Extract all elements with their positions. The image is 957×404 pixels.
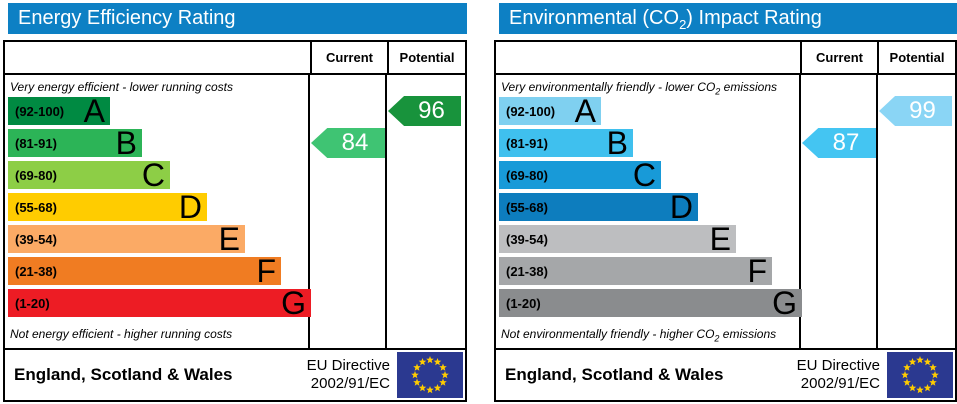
band-range: (69-80) (15, 167, 57, 183)
bands-column-header (5, 42, 310, 73)
band-letter: F (256, 253, 276, 289)
band-row-c: (69-80) C (499, 157, 661, 193)
top-note: Very energy efficient - lower running co… (10, 80, 233, 94)
eu-directive-label: EU Directive 2002/91/EC (796, 357, 880, 392)
band-range: (92-100) (506, 103, 556, 119)
band-letter: D (178, 189, 202, 225)
current-column-header: Current (310, 42, 387, 73)
potential-rating-arrow: 99 (879, 96, 952, 126)
band-range: (21-38) (506, 263, 548, 279)
band-range: (39-54) (15, 231, 57, 247)
energy-efficiency-panel: Energy Efficiency Rating Current Potenti… (0, 0, 467, 404)
band-range: (55-68) (506, 199, 548, 215)
bands-column-header (496, 42, 800, 73)
table-body: Very environmentally friendly - lower CO… (496, 75, 955, 348)
panel-title-bar: Energy Efficiency Rating (8, 3, 467, 34)
bottom-note: Not environmentally friendly - higher CO… (501, 327, 777, 344)
potential-rating-arrow: 96 (388, 96, 461, 126)
panel-title-bar: Environmental (CO2) Impact Rating (499, 3, 957, 34)
band-row-b: (81-91) B (499, 125, 633, 161)
column-divider (308, 75, 310, 348)
potential-column-header: Potential (387, 42, 465, 73)
table-footer: England, Scotland & Wales EU Directive 2… (5, 348, 465, 400)
panel-title: Energy Efficiency Rating (18, 7, 236, 29)
column-divider (876, 75, 878, 348)
current-rating-arrow: 84 (311, 128, 385, 158)
current-rating-arrow: 87 (802, 128, 876, 158)
band-range: (81-91) (506, 135, 548, 151)
region-label: England, Scotland & Wales (14, 365, 233, 384)
band-letter: B (606, 125, 628, 161)
band-letter: E (218, 221, 240, 257)
rating-table: Current Potential Very energy efficient … (3, 40, 467, 402)
column-divider (799, 75, 801, 348)
band-list: (92-100) A (81-91) B (69-80) C (55-68) D (39… (499, 93, 802, 321)
table-footer: England, Scotland & Wales EU Directive 2… (496, 348, 955, 400)
band-row-d: (55-68) D (8, 189, 207, 225)
band-letter: A (83, 93, 105, 129)
eu-flag-icon (397, 352, 463, 398)
band-letter: C (632, 157, 656, 193)
band-letter: G (281, 285, 306, 321)
band-range: (69-80) (506, 167, 548, 183)
band-range: (55-68) (15, 199, 57, 215)
band-letter: D (669, 189, 693, 225)
band-row-b: (81-91) B (8, 125, 142, 161)
band-row-a: (92-100) A (499, 93, 601, 129)
band-letter: C (141, 157, 165, 193)
band-range: (81-91) (15, 135, 57, 151)
column-divider (385, 75, 387, 348)
rating-table: Current Potential Very environmentally f… (494, 40, 957, 402)
table-header-row: Current Potential (5, 42, 465, 75)
band-range: (92-100) (15, 103, 65, 119)
eu-directive-label: EU Directive 2002/91/EC (306, 357, 390, 392)
band-list: (92-100) A (81-91) B (69-80) C (55-68) D (39… (8, 93, 311, 321)
band-letter: A (574, 93, 596, 129)
band-range: (1-20) (15, 295, 50, 311)
band-row-f: (21-38) F (499, 253, 772, 289)
band-row-e: (39-54) E (8, 221, 245, 257)
bottom-note: Not energy efficient - higher running co… (10, 327, 233, 341)
band-range: (21-38) (15, 263, 57, 279)
current-column-header: Current (800, 42, 877, 73)
band-range: (1-20) (506, 295, 541, 311)
eu-flag-icon (887, 352, 953, 398)
top-note: Very environmentally friendly - lower CO… (501, 80, 777, 97)
panel-title: Environmental (CO2) Impact Rating (509, 7, 822, 32)
potential-column-header: Potential (877, 42, 955, 73)
band-letter: E (709, 221, 731, 257)
band-row-f: (21-38) F (8, 253, 281, 289)
table-header-row: Current Potential (496, 42, 955, 75)
band-letter: G (772, 285, 797, 321)
band-row-d: (55-68) D (499, 189, 698, 225)
band-range: (39-54) (506, 231, 548, 247)
band-letter: F (747, 253, 767, 289)
band-row-g: (1-20) G (8, 285, 311, 321)
band-row-c: (69-80) C (8, 157, 170, 193)
band-row-e: (39-54) E (499, 221, 736, 257)
band-row-g: (1-20) G (499, 285, 802, 321)
region-label: England, Scotland & Wales (505, 365, 724, 384)
band-row-a: (92-100) A (8, 93, 110, 129)
table-body: Very energy efficient - lower running co… (5, 75, 465, 348)
band-letter: B (115, 125, 137, 161)
environmental-impact-panel: Environmental (CO2) Impact Rating Curren… (491, 0, 957, 404)
